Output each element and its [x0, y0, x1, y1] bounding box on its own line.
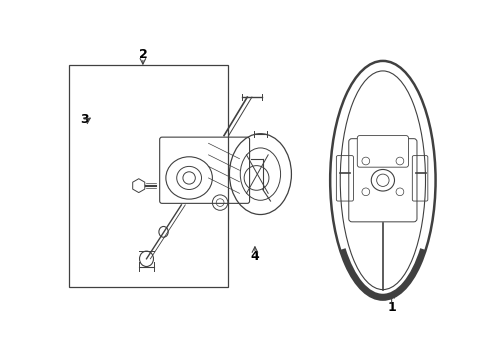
Bar	[69, 66, 228, 287]
Text: 3: 3	[80, 113, 88, 126]
FancyBboxPatch shape	[357, 136, 409, 167]
Text: 4: 4	[250, 250, 259, 263]
Text: 1: 1	[387, 301, 396, 314]
Text: 2: 2	[139, 48, 147, 61]
